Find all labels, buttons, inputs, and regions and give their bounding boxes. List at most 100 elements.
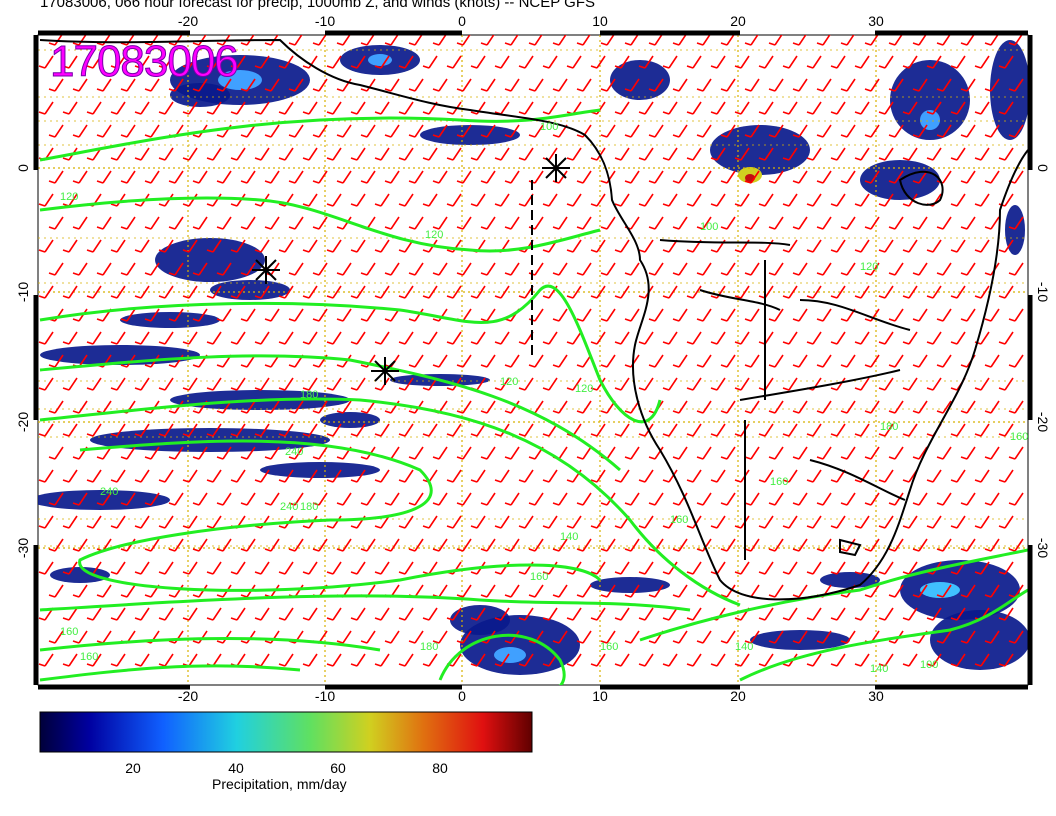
wind-barb [134, 377, 150, 391]
wind-barb [38, 331, 54, 345]
wind-barb [302, 285, 318, 299]
contour-label: 180 [300, 501, 318, 513]
wind-barb [326, 653, 342, 667]
wind-barb [830, 423, 846, 437]
wind-barb [182, 561, 198, 575]
wind-barb [182, 423, 198, 437]
wind-barb [144, 492, 160, 506]
wind-barb [792, 584, 808, 598]
wind-barb [926, 331, 942, 345]
wind-barb [624, 124, 640, 138]
wind-barbs-layer [38, 35, 1024, 667]
wind-barb [326, 239, 342, 253]
wind-barb [326, 331, 342, 345]
wind-barb [998, 331, 1014, 345]
wind-barb [624, 308, 640, 322]
wind-barb [456, 630, 472, 644]
wind-barb [576, 400, 592, 414]
wind-barb [470, 193, 486, 207]
wind-barb [408, 354, 424, 368]
wind-barb [182, 331, 198, 345]
wind-barb [264, 216, 280, 230]
wind-barb [48, 170, 64, 184]
wind-barb [600, 78, 616, 92]
wind-barb [62, 377, 78, 391]
wind-barb [494, 515, 510, 529]
wind-barb [830, 561, 846, 575]
wind-barb [422, 653, 438, 667]
wind-barb [792, 124, 808, 138]
wind-barb [902, 515, 918, 529]
wind-barb [494, 285, 510, 299]
wind-barb [456, 584, 472, 598]
wind-barb [86, 331, 102, 345]
wind-barb [960, 630, 976, 644]
wind-barb [336, 170, 352, 184]
wind-barb [600, 584, 616, 598]
wind-barb [446, 515, 462, 529]
wind-barb [648, 124, 664, 138]
wind-barb [398, 469, 414, 483]
wind-barb [984, 446, 1000, 460]
wind-barb [936, 400, 952, 414]
wind-barb [336, 124, 352, 138]
wind-barb [816, 308, 832, 322]
wind-barb [600, 354, 616, 368]
contour-label: 160 [770, 476, 788, 488]
wind-barb [782, 607, 798, 621]
wind-barb [662, 55, 678, 69]
wind-barb [302, 55, 318, 69]
lat-tick-label-left: -10 [15, 282, 31, 302]
wind-barb [432, 78, 448, 92]
wind-barb [38, 515, 54, 529]
lat-tick-label-right: 0 [1035, 164, 1051, 172]
contour-label: 240 [100, 486, 118, 498]
wind-barb [96, 492, 112, 506]
wind-barb [432, 492, 448, 506]
wind-barb [254, 239, 270, 253]
wind-barb [134, 55, 150, 69]
wind-barb [734, 101, 750, 115]
wind-barb [470, 55, 486, 69]
wind-barb [864, 584, 880, 598]
wind-barb [302, 607, 318, 621]
wind-barb [264, 170, 280, 184]
wind-barb [110, 193, 126, 207]
wind-barb [998, 55, 1014, 69]
wind-barb [264, 308, 280, 322]
contour-label: 180 [300, 389, 318, 401]
wind-barb [840, 170, 856, 184]
wind-barb [96, 170, 112, 184]
wind-barb [278, 285, 294, 299]
wind-barb [864, 308, 880, 322]
wind-barb [864, 538, 880, 552]
wind-barb [648, 446, 664, 460]
wind-barb [854, 331, 870, 345]
wind-barb [312, 216, 328, 230]
wind-barb [662, 607, 678, 621]
wind-barb [638, 469, 654, 483]
contour-label: 120 [500, 376, 518, 388]
precip-area [38, 490, 170, 510]
wind-barb [456, 124, 472, 138]
precip-core [494, 647, 526, 663]
wind-barb [960, 35, 975, 46]
wind-barb [830, 101, 846, 115]
wind-barb [768, 630, 784, 644]
wind-barb [144, 446, 160, 460]
precip-area [750, 630, 850, 650]
wind-barb [974, 469, 990, 483]
wind-barb [456, 78, 472, 92]
wind-barb [888, 124, 904, 138]
wind-barb [264, 446, 280, 460]
wind-barb [864, 262, 880, 276]
wind-barb [110, 607, 126, 621]
wind-barb [782, 561, 798, 575]
wind-barb [384, 492, 400, 506]
wind-barb [792, 78, 808, 92]
wind-barb [614, 423, 630, 437]
wind-barb [768, 492, 784, 506]
wind-barb [408, 446, 424, 460]
wind-barb [806, 469, 822, 483]
wind-barb [144, 308, 160, 322]
